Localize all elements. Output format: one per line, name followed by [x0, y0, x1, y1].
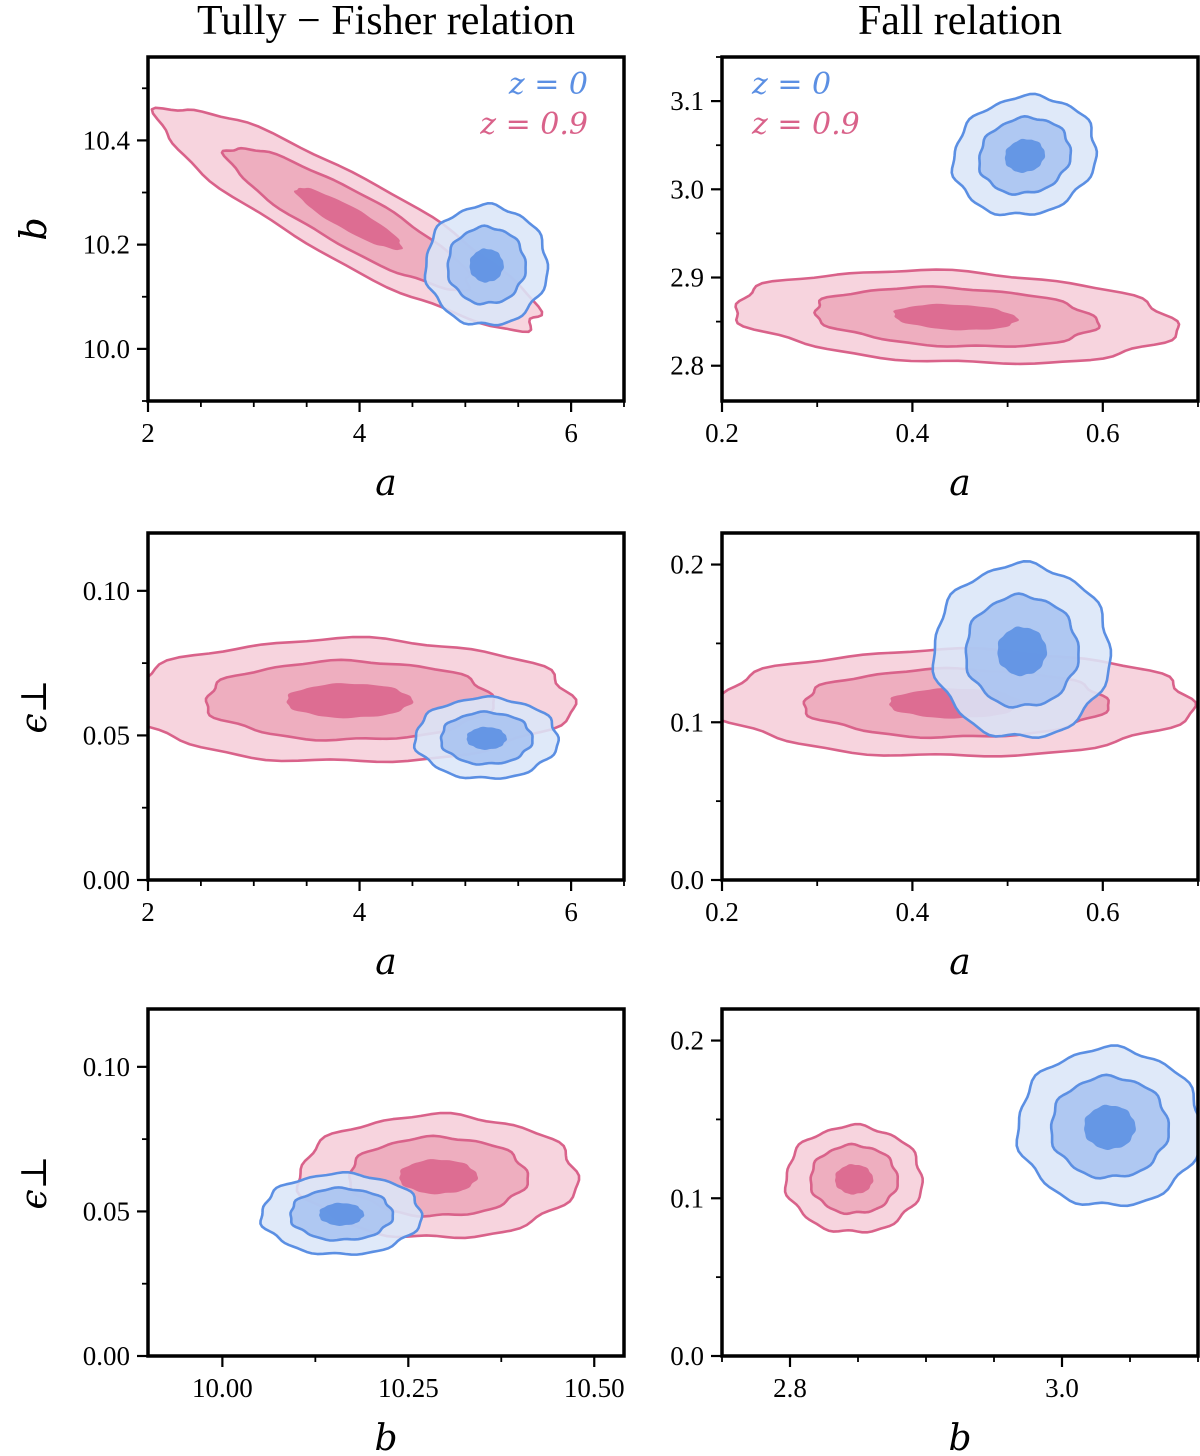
x-tick-label: 0.4 — [896, 418, 930, 448]
series-z0-contours — [259, 1171, 424, 1256]
x-tick-label: 0.6 — [1086, 418, 1120, 448]
series-z0-contours — [1015, 1044, 1198, 1208]
x-tick-label: 10.00 — [192, 1373, 253, 1403]
y-axis-label: ϵ⊥ — [14, 1155, 55, 1209]
x-tick-label: 10.25 — [378, 1373, 439, 1403]
contour-z0-level-3 — [319, 1202, 365, 1226]
column-title-fall: Fall relation — [858, 0, 1062, 44]
plot-area — [734, 92, 1181, 366]
axes-frame — [146, 55, 626, 403]
y-tick-label: 3.1 — [670, 86, 704, 116]
plot-area — [722, 560, 1198, 758]
y-axis-label: b — [14, 217, 55, 240]
legend-entry-z09: z = 0.9 — [479, 107, 588, 142]
legend: z = 0 z = 0.9 — [751, 67, 860, 142]
legend-entry-z0: z = 0 — [508, 67, 588, 102]
contour-z09-level-3 — [286, 683, 414, 719]
series-z09-contours — [783, 1122, 924, 1234]
legend-entry-z09: z = 0.9 — [751, 107, 860, 142]
x-tick-label: 3.0 — [1045, 1373, 1079, 1403]
contour-z0-level-3 — [1084, 1104, 1136, 1150]
y-tick-label: 3.0 — [670, 174, 704, 204]
plot-area — [148, 635, 578, 780]
contour-z09-level-3 — [293, 187, 403, 251]
legend: z = 0 z = 0.9 — [479, 67, 588, 142]
panel-fall_a_eps: 0.2 0.4 0.6 0.0 0.1 0.2 a — [670, 531, 1200, 983]
column-title-tully-fisher: Tully − Fisher relation — [197, 0, 575, 44]
axes-frame — [720, 531, 1200, 882]
panel-fall_a_b: 0.2 0.4 0.6 2.8 2.9 3.0 3.1 a b z = 0 z = 0.9 — [14, 55, 1200, 504]
y-tick-label: 0.1 — [670, 1183, 704, 1213]
y-tick-label: 0.10 — [83, 576, 130, 606]
x-axis-label: b — [374, 1418, 397, 1456]
x-axis-label: b — [948, 1418, 971, 1456]
axes-frame — [720, 55, 1200, 403]
series-z0-contours — [423, 202, 550, 327]
x-axis-label: a — [375, 942, 396, 983]
contour-z09-level-3 — [399, 1159, 478, 1195]
x-tick-label: 0.2 — [705, 418, 739, 448]
axes-frame — [146, 1007, 626, 1358]
ticks: 2 4 6 0.00 0.05 0.10 — [83, 576, 625, 927]
y-tick-label: 2.8 — [670, 351, 704, 381]
y-tick-label: 0.10 — [83, 1052, 130, 1082]
plot-area — [783, 1044, 1198, 1234]
plot-area — [259, 1111, 581, 1256]
ticks: 10.00 10.25 10.50 0.00 0.05 0.10 — [83, 1052, 625, 1403]
y-axis-label: b — [14, 217, 55, 240]
y-tick-label: 0.2 — [670, 550, 704, 580]
y-tick-label: 0.0 — [670, 865, 704, 895]
y-tick-label: 0.1 — [670, 707, 704, 737]
ticks: 2.8 3.0 0.0 0.1 0.2 — [670, 1026, 1199, 1403]
y-tick-label: 2.9 — [670, 263, 704, 293]
contour-z09-level-3 — [835, 1164, 874, 1195]
y-tick-label: 10.2 — [83, 230, 130, 260]
contour-z09-level-3 — [893, 303, 1020, 331]
x-tick-label: 0.4 — [896, 897, 930, 927]
x-tick-label: 4 — [353, 897, 367, 927]
x-tick-label: 6 — [564, 418, 578, 448]
axes-frame — [146, 531, 626, 882]
series-z0-contours — [931, 560, 1113, 739]
x-tick-label: 2 — [141, 418, 155, 448]
axes-frame — [720, 1007, 1200, 1358]
series-z09-contours — [734, 268, 1181, 366]
y-tick-label: 0.00 — [83, 865, 130, 895]
legend-entry-z0: z = 0 — [751, 67, 831, 102]
y-tick-label: 0.2 — [670, 1026, 704, 1056]
x-tick-label: 4 — [353, 418, 367, 448]
x-axis-label: a — [375, 463, 396, 504]
y-tick-label: 10.4 — [83, 125, 131, 155]
contour-z0-level-3 — [997, 626, 1048, 677]
x-tick-label: 10.50 — [564, 1373, 625, 1403]
x-tick-label: 0.2 — [705, 897, 739, 927]
panel-tf_a_b: 2 4 6 10.0 10.2 10.4 a b z = 0 z = 0.9 — [14, 55, 626, 504]
y-tick-label: 0.00 — [83, 1341, 130, 1371]
contour-z0-level-3 — [1004, 138, 1046, 173]
x-tick-label: 0.6 — [1086, 897, 1120, 927]
panel-fall_b_eps: 2.8 3.0 0.0 0.1 0.2 b — [670, 1007, 1200, 1456]
x-tick-label: 2.8 — [773, 1373, 807, 1403]
x-tick-label: 6 — [564, 897, 578, 927]
contour-z0-level-3 — [469, 248, 504, 283]
x-axis-label: a — [949, 463, 970, 504]
y-tick-label: 10.0 — [83, 334, 130, 364]
ticks: 2 4 6 10.0 10.2 10.4 — [83, 87, 625, 448]
ticks: 0.2 0.4 0.6 2.8 2.9 3.0 3.1 — [670, 56, 1199, 448]
panel-tf_a_eps: 2 4 6 0.00 0.05 0.10 a ϵ⊥ — [14, 531, 626, 983]
series-z0-contours — [412, 695, 560, 780]
y-tick-label: 0.05 — [83, 1196, 130, 1226]
y-tick-label: 0.0 — [670, 1341, 704, 1371]
y-tick-label: 0.05 — [83, 720, 130, 750]
x-tick-label: 2 — [141, 897, 155, 927]
y-axis-label: ϵ⊥ — [14, 679, 55, 733]
x-axis-label: a — [949, 942, 970, 983]
series-z0-contours — [950, 92, 1099, 217]
ticks: 0.2 0.4 0.6 0.0 0.1 0.2 — [670, 550, 1199, 927]
panel-tf_b_eps: 10.00 10.25 10.50 0.00 0.05 0.10 b ϵ⊥ — [14, 1007, 626, 1456]
contour-z0-level-3 — [466, 726, 507, 750]
plot-area — [150, 106, 550, 334]
